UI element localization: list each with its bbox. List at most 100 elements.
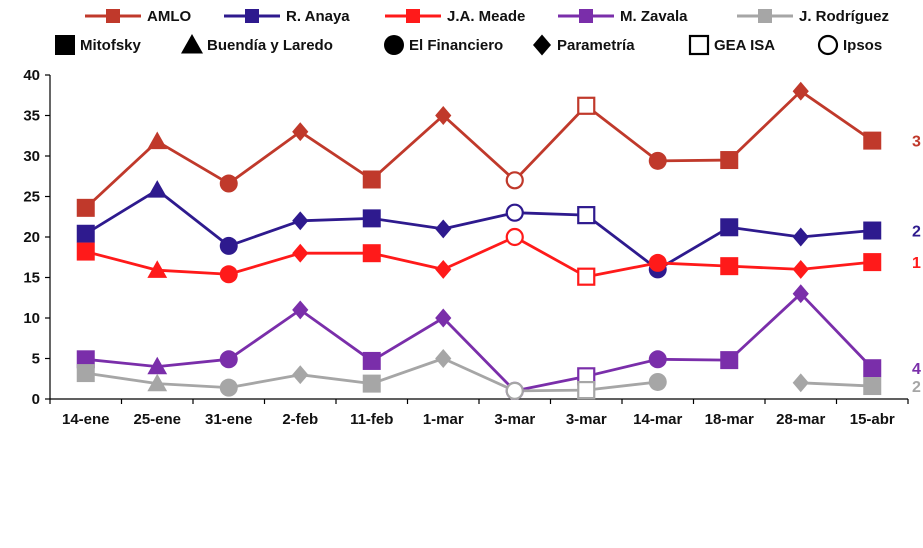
series-line-j-a-meade: [85, 235, 873, 279]
y-tick-label: 10: [23, 310, 40, 327]
data-point-amlo-8: [577, 96, 596, 115]
data-point-amlo-9: [648, 151, 667, 170]
data-point-j-rodriguez-5: [362, 374, 381, 393]
data-point-amlo-7: [505, 171, 524, 190]
legend-marker: [758, 9, 772, 23]
data-point-amlo-6: [435, 106, 452, 125]
data-point-j-rodriguez-12: [863, 377, 882, 396]
x-tick-label: 15-abr: [850, 411, 895, 428]
y-tick-label: 20: [23, 229, 40, 246]
axes: 0 5 10 15 20 25 30 35 40 14-ene 25-ene 31-ene 2-feb 1…: [23, 67, 909, 428]
data-point-j-rodriguez-2: [147, 373, 168, 392]
data-point-r-anaya-8: [577, 206, 596, 225]
x-tick-label: 14-ene: [62, 411, 110, 428]
legend-label: R. Anaya: [286, 8, 350, 25]
x-tick-label: 2-feb: [282, 411, 318, 428]
data-point-j-rodriguez-9: [648, 372, 667, 391]
data-point-j-rodriguez-3: [219, 378, 238, 397]
y-tick-label: 0: [32, 391, 40, 408]
legend-marker-open-circle-icon: [817, 34, 839, 56]
legend-marker: [106, 9, 120, 23]
legend-marker-circle-icon: [384, 35, 404, 55]
data-point-j-rodriguez-1: [76, 364, 95, 383]
data-point-j-a-meade-10: [720, 257, 739, 276]
data-point-m-zavala-6: [435, 308, 452, 328]
x-tick-label: 31-ene: [205, 411, 253, 428]
data-point-m-zavala-11: [792, 284, 809, 304]
legend-label: Parametría: [557, 37, 635, 54]
legend-item-mitofsky: Mitofsky: [55, 35, 142, 55]
series-line-amlo: [84, 89, 874, 209]
data-point-j-a-meade-7: [505, 227, 524, 247]
legend-marker-diamond-icon: [533, 34, 551, 56]
series-line-m-zavala: [85, 292, 874, 393]
data-point-r-anaya-5: [362, 209, 381, 228]
series-line-r-anaya: [85, 188, 873, 271]
legend-item-j-rodriguez: J. Rodríguez: [737, 8, 889, 25]
data-point-m-zavala-12: [863, 359, 882, 378]
data-point-amlo-11: [792, 81, 809, 101]
data-point-r-anaya-6: [435, 219, 452, 239]
data-point-j-rodriguez-8: [577, 380, 596, 400]
data-point-j-rodriguez-11: [792, 373, 809, 393]
data-point-j-rodriguez-4: [292, 365, 309, 385]
data-point-r-anaya-7: [505, 203, 524, 222]
x-tick-label: 1-mar: [423, 411, 464, 428]
end-label-j-a-meade: 1: [912, 255, 921, 272]
series-lines: [84, 89, 874, 393]
data-point-m-zavala-1: [76, 350, 95, 369]
x-tick-label: 18-mar: [705, 411, 754, 428]
legend-label: Mitofsky: [80, 37, 142, 54]
data-point-m-zavala-5: [362, 351, 381, 370]
data-point-amlo-3: [219, 174, 238, 193]
legend-item-gea-isa: GEA ISA: [688, 34, 775, 56]
data-point-j-a-meade-9: [648, 253, 667, 272]
legend-marker: [245, 9, 259, 23]
legend-marker-triangle-icon: [181, 34, 203, 54]
end-label-j-rodriguez: 2: [912, 379, 921, 396]
end-label-m-zavala: 4: [912, 361, 921, 378]
end-label-amlo: 3: [912, 134, 921, 151]
data-point-j-rodriguez-7: [505, 381, 524, 400]
data-point-amlo-4: [292, 122, 309, 142]
data-point-amlo-12: [863, 131, 882, 150]
data-point-amlo-10: [720, 151, 739, 170]
data-point-amlo-5: [362, 170, 381, 189]
data-point-m-zavala-10: [720, 351, 739, 370]
end-label-r-anaya: 2: [912, 224, 921, 241]
data-point-j-a-meade-1: [76, 242, 95, 261]
legend-label: J. Rodríguez: [799, 8, 889, 25]
data-point-r-anaya-10: [720, 218, 739, 237]
legend-label: Buendía y Laredo: [207, 37, 333, 54]
y-tick-label: 40: [23, 67, 40, 84]
data-point-amlo-2: [147, 131, 168, 150]
x-tick-label: 11-feb: [350, 411, 393, 428]
data-point-r-anaya-1: [76, 224, 95, 243]
legend-item-buendia-y-laredo: Buendía y Laredo: [181, 34, 333, 54]
series-points: [76, 81, 882, 400]
x-tick-label: 25-ene: [133, 411, 181, 428]
data-point-r-anaya-4: [292, 211, 309, 231]
data-point-m-zavala-9: [648, 350, 667, 369]
data-point-j-a-meade-3: [219, 265, 238, 284]
y-tick-label: 25: [23, 189, 40, 206]
data-point-j-a-meade-2: [147, 260, 168, 278]
legend-item-parametria: Parametría: [533, 34, 635, 56]
data-point-r-anaya-12: [863, 221, 882, 240]
data-point-j-rodriguez-6: [435, 349, 452, 368]
data-point-r-anaya-2: [147, 180, 168, 198]
legend-item-r-anaya: R. Anaya: [224, 8, 350, 25]
data-point-j-a-meade-6: [435, 259, 452, 279]
data-point-j-a-meade-4: [292, 243, 309, 263]
legend-label: Ipsos: [843, 37, 882, 54]
legend-label: AMLO: [147, 8, 191, 25]
legend-marker: [579, 9, 593, 23]
series-line-j-rodriguez: [800, 381, 873, 388]
data-point-r-anaya-11: [792, 227, 809, 247]
legend-marker-square-icon: [55, 35, 75, 55]
legend-marker-open-square-icon: [688, 34, 710, 56]
data-point-amlo-1: [76, 198, 95, 217]
x-tick-label: 14-mar: [633, 411, 682, 428]
legend-label: El Financiero: [409, 37, 503, 54]
